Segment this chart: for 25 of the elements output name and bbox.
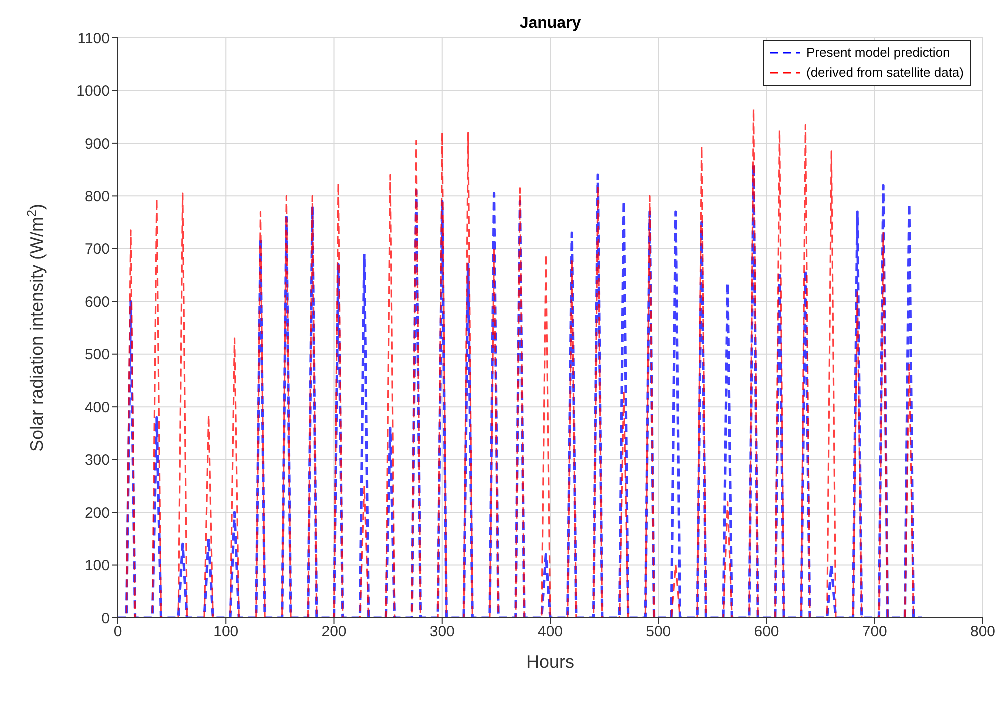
- y-tick-label: 900: [84, 136, 110, 153]
- y-tick-label: 200: [84, 504, 110, 522]
- y-tick-label: 300: [84, 452, 110, 470]
- y-tick-label: 800: [84, 188, 110, 206]
- chart-title: January: [520, 15, 582, 32]
- x-tick-label: 800: [970, 624, 996, 641]
- y-tick-label: 100: [84, 558, 110, 575]
- y-tick-label: 500: [84, 346, 110, 364]
- x-tick-label: 300: [430, 624, 455, 641]
- x-tick-label: 700: [862, 624, 888, 641]
- x-tick-label: 400: [538, 624, 564, 641]
- legend-label: Present model prediction: [806, 44, 950, 62]
- y-tick-label: 700: [84, 241, 110, 258]
- y-tick-label: 0: [102, 610, 110, 628]
- x-tick-label: 0: [114, 624, 122, 641]
- x-axis-title: Hours: [526, 652, 575, 672]
- x-tick-label: 200: [322, 624, 347, 641]
- legend-label: (derived from satellite data): [806, 64, 964, 82]
- y-tick-label: 600: [84, 294, 110, 311]
- x-tick-label: 600: [754, 624, 780, 641]
- x-tick-label: 100: [214, 624, 239, 641]
- y-tick-label: 400: [84, 399, 110, 416]
- x-tick-label: 500: [646, 624, 672, 641]
- y-tick-label: 1100: [78, 30, 110, 48]
- y-tick-label: 1000: [76, 83, 110, 100]
